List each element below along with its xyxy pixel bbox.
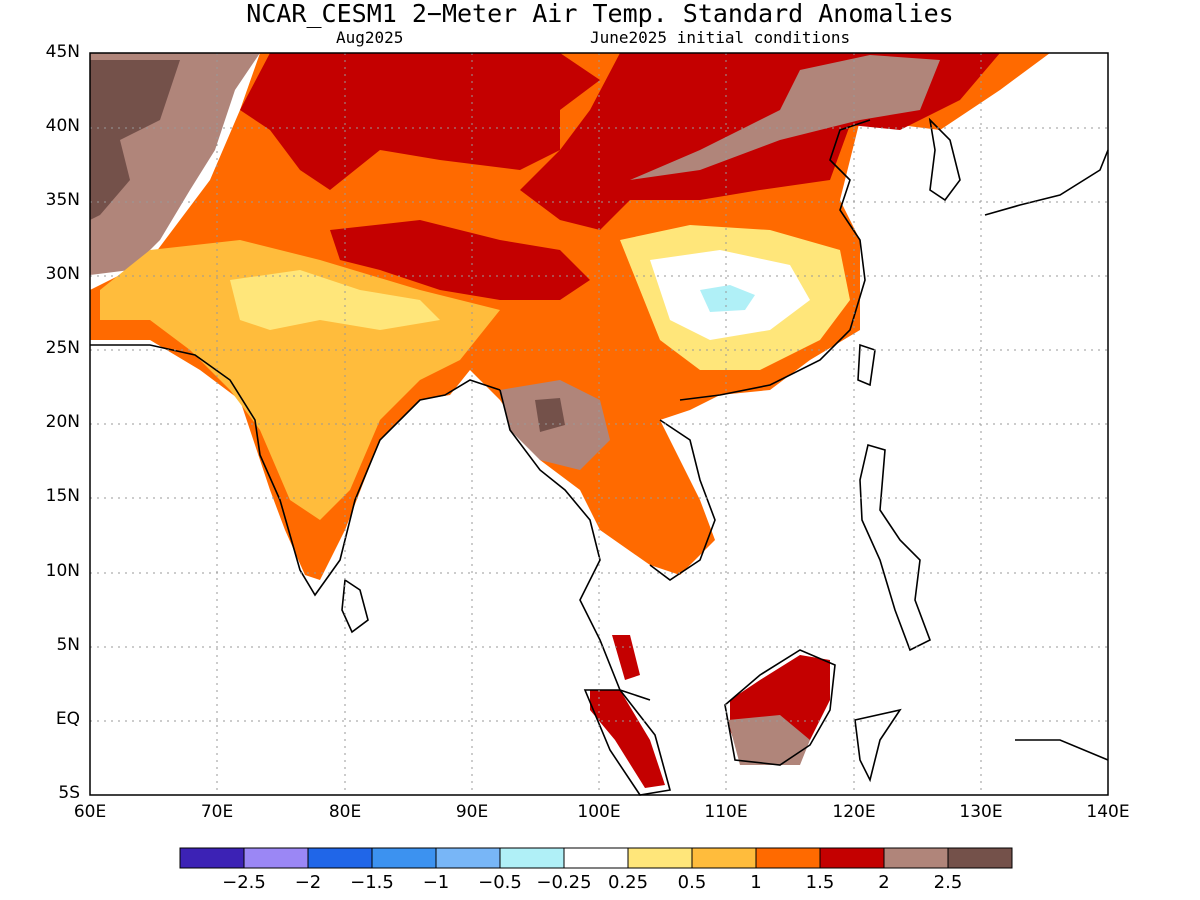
anomaly-region-china-cyan	[700, 285, 755, 312]
coastline-sri-lanka	[341, 578, 369, 634]
colorbar-tick-label: −1.5	[350, 872, 394, 893]
colorbar-swatch	[691, 847, 757, 869]
coastline-indochina	[499, 389, 651, 701]
colorbar-tick-label: 0.5	[677, 872, 707, 893]
coastline-india	[90, 344, 501, 597]
lon-label-80e: 80E	[328, 802, 362, 822]
colorbar-tick-label: 2	[878, 872, 890, 893]
colorbar-swatch	[627, 847, 693, 869]
coastline-sumatra	[583, 689, 672, 796]
graticule	[90, 53, 1108, 795]
colorbar-swatch	[243, 847, 309, 869]
coastline-japan	[984, 149, 1109, 216]
coastline-new-guinea	[1015, 739, 1109, 761]
lon-label-140e: 140E	[1086, 802, 1130, 822]
colorbar-swatch	[499, 847, 565, 869]
lon-label-130e: 130E	[959, 802, 1003, 822]
coastline-korea	[928, 117, 961, 202]
initial-conditions: June2025 initial conditions	[590, 28, 851, 47]
anomaly-region-indochina-dark	[535, 398, 565, 432]
colorbar-swatch	[563, 847, 629, 869]
lat-label-eq: EQ	[55, 709, 80, 729]
anomaly-region-sumatra	[590, 690, 665, 788]
lat-label-15n: 15N	[45, 486, 80, 506]
colorbar-swatch	[371, 847, 437, 869]
colorbar-swatch	[819, 847, 885, 869]
anomaly-region-red-north	[240, 53, 600, 190]
target-month: Aug2025	[336, 28, 404, 47]
lat-label-45n: 45N	[45, 42, 80, 62]
anomaly-field	[90, 53, 1050, 788]
colorbar-swatch	[883, 847, 949, 869]
colorbar-tick-label: −1	[422, 872, 450, 893]
coastline-borneo	[724, 649, 836, 766]
colorbar-tick-label: 1	[750, 872, 762, 893]
coastline-sulawesi	[854, 708, 902, 783]
coastlines	[90, 117, 1109, 796]
lat-label-35n: 35N	[45, 190, 80, 210]
anomaly-region-nw-dark	[90, 60, 180, 220]
coastline-vietnam	[649, 419, 716, 581]
lat-label-20n: 20N	[45, 412, 80, 432]
anomaly-region-borneo-brown	[728, 715, 810, 765]
colorbar-swatch	[307, 847, 373, 869]
anomaly-region-lightyellow-india	[230, 270, 440, 330]
colorbar-tick-label: −0.25	[536, 872, 592, 893]
lat-label-40n: 40N	[45, 116, 80, 136]
coastline-philippines	[859, 443, 932, 652]
anomaly-region-malaya	[612, 635, 640, 680]
lon-label-60e: 60E	[73, 802, 107, 822]
map-frame	[89, 52, 1109, 796]
colorbar-tick-label: −2	[294, 872, 322, 893]
lat-label-5s: 5S	[58, 783, 80, 803]
colorbar-swatch	[755, 847, 821, 869]
coastline-china	[679, 119, 871, 401]
colorbar	[179, 847, 1013, 869]
lon-label-90e: 90E	[455, 802, 489, 822]
colorbar-swatch	[179, 847, 245, 869]
map-title: NCAR_CESM1 2−Meter Air Temp. Standard An…	[246, 0, 954, 28]
lat-label-30n: 30N	[45, 264, 80, 284]
anomaly-region-red-tibet	[330, 220, 590, 300]
colorbar-swatch	[435, 847, 501, 869]
lat-label-5n: 5N	[56, 635, 80, 655]
coastline-taiwan	[857, 343, 876, 387]
colorbar-swatch	[947, 847, 1013, 869]
colorbar-tick-label: 0.25	[607, 872, 649, 893]
lon-label-110e: 110E	[704, 802, 748, 822]
lon-label-120e: 120E	[832, 802, 876, 822]
colorbar-tick-label: 1.5	[805, 872, 835, 893]
lat-label-25n: 25N	[45, 338, 80, 358]
colorbar-tick-label: −0.5	[478, 872, 522, 893]
anomaly-region-brown-ne	[630, 55, 940, 180]
lon-label-70e: 70E	[200, 802, 234, 822]
lon-label-100e: 100E	[577, 802, 621, 822]
lat-label-10n: 10N	[45, 561, 80, 581]
colorbar-tick-label: −2.5	[222, 872, 266, 893]
colorbar-tick-label: 2.5	[933, 872, 963, 893]
